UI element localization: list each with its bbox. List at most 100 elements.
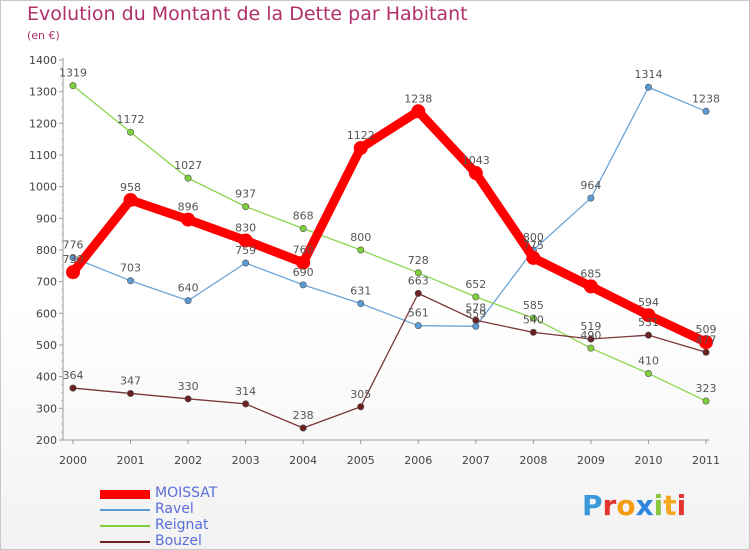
data-point-bouzel xyxy=(242,400,250,408)
x-tick-label: 2000 xyxy=(59,454,87,467)
data-label-moissat: 685 xyxy=(580,267,601,280)
x-tick-label: 2011 xyxy=(692,454,720,467)
data-point-reignat xyxy=(472,293,480,301)
data-point-reignat xyxy=(242,203,250,211)
data-label-reignat: 868 xyxy=(293,209,314,222)
y-tick-label: 700 xyxy=(36,276,57,289)
data-label-reignat: 1172 xyxy=(117,113,145,126)
data-point-reignat xyxy=(299,224,307,232)
y-tick-label: 200 xyxy=(36,434,57,447)
data-point-moissat xyxy=(238,233,253,248)
data-label-bouzel: 477 xyxy=(696,333,717,346)
data-label-ravel: 800 xyxy=(523,231,544,244)
y-tick-label: 1200 xyxy=(29,117,57,130)
data-label-ravel: 759 xyxy=(235,244,256,257)
data-label-bouzel: 540 xyxy=(523,313,544,326)
data-label-reignat: 728 xyxy=(408,254,429,267)
data-label-reignat: 585 xyxy=(523,299,544,312)
data-point-moissat xyxy=(123,192,138,207)
y-tick-label: 400 xyxy=(36,371,57,384)
legend-swatch xyxy=(100,490,150,499)
data-label-ravel: 561 xyxy=(408,307,429,320)
data-label-bouzel: 314 xyxy=(235,385,256,398)
data-point-bouzel xyxy=(357,403,365,411)
data-label-moissat: 958 xyxy=(120,181,141,194)
data-label-ravel: 631 xyxy=(350,285,371,298)
data-label-moissat: 509 xyxy=(696,323,717,336)
legend-label: Ravel xyxy=(155,501,194,517)
data-point-ravel xyxy=(644,83,652,91)
y-tick-label: 300 xyxy=(36,402,57,415)
data-point-reignat xyxy=(644,369,652,377)
data-label-bouzel: 347 xyxy=(120,374,141,387)
data-label-bouzel: 364 xyxy=(63,369,84,382)
data-label-moissat: 760 xyxy=(293,244,314,257)
data-label-bouzel: 531 xyxy=(638,316,659,329)
data-point-bouzel xyxy=(299,424,307,432)
y-tick-label: 1400 xyxy=(29,54,57,67)
data-point-ravel xyxy=(472,322,480,330)
data-point-moissat xyxy=(583,279,598,294)
x-tick-label: 2010 xyxy=(634,454,662,467)
data-label-moissat: 1122 xyxy=(347,129,375,142)
x-tick-label: 2007 xyxy=(462,454,490,467)
legend-label: MOISSAT xyxy=(155,485,218,501)
x-tick-label: 2003 xyxy=(232,454,260,467)
proxiti-logo: Proxiti xyxy=(582,489,686,522)
y-tick-label: 800 xyxy=(36,244,57,257)
data-point-ravel xyxy=(184,297,192,305)
logo-letter: P xyxy=(582,489,603,522)
data-point-bouzel xyxy=(587,335,595,343)
data-point-reignat xyxy=(357,246,365,254)
data-label-moissat: 730 xyxy=(63,253,84,266)
chart-subtitle: (en €) xyxy=(27,29,60,42)
data-point-bouzel xyxy=(414,289,422,297)
data-label-moissat: 1238 xyxy=(404,92,432,105)
data-label-ravel: 559 xyxy=(465,307,486,320)
data-label-moissat: 1043 xyxy=(462,154,490,167)
data-point-reignat xyxy=(127,128,135,136)
legend-swatch xyxy=(100,525,150,527)
data-point-moissat xyxy=(411,104,426,119)
logo-letter: t xyxy=(663,489,677,522)
x-tick-label: 2006 xyxy=(404,454,432,467)
data-label-ravel: 964 xyxy=(580,179,601,192)
y-tick-label: 1100 xyxy=(29,149,57,162)
y-tick-label: 1300 xyxy=(29,86,57,99)
data-label-ravel: 640 xyxy=(178,282,199,295)
data-label-ravel: 1314 xyxy=(634,68,662,81)
data-point-ravel xyxy=(127,277,135,285)
data-point-ravel xyxy=(357,300,365,308)
data-point-bouzel xyxy=(644,331,652,339)
data-label-reignat: 1027 xyxy=(174,159,202,172)
x-tick-label: 2001 xyxy=(117,454,145,467)
x-tick-label: 2005 xyxy=(347,454,375,467)
logo-letter: x xyxy=(635,489,654,522)
data-point-moissat xyxy=(526,250,541,265)
data-label-bouzel: 663 xyxy=(408,274,429,287)
y-tick-label: 900 xyxy=(36,212,57,225)
data-point-ravel xyxy=(414,322,422,330)
data-label-moissat: 830 xyxy=(235,222,256,235)
data-label-ravel: 1238 xyxy=(692,92,720,105)
data-label-moissat: 896 xyxy=(178,201,199,214)
legend-swatch xyxy=(100,541,150,543)
data-point-ravel xyxy=(587,194,595,202)
data-point-moissat xyxy=(66,265,80,280)
data-label-bouzel: 238 xyxy=(293,409,314,422)
data-label-reignat: 652 xyxy=(465,278,486,291)
x-tick-label: 2008 xyxy=(519,454,547,467)
data-point-bouzel xyxy=(702,348,710,356)
data-point-moissat xyxy=(699,335,713,350)
data-label-bouzel: 330 xyxy=(178,380,199,393)
data-point-ravel xyxy=(299,281,307,289)
legend-swatch xyxy=(100,509,150,511)
logo-letter: o xyxy=(616,489,636,522)
series-line-moissat xyxy=(68,106,711,347)
data-label-moissat: 594 xyxy=(638,296,659,309)
data-point-moissat xyxy=(468,166,483,181)
data-point-reignat xyxy=(529,314,537,322)
x-tick-label: 2004 xyxy=(289,454,317,467)
x-tick-label: 2002 xyxy=(174,454,202,467)
